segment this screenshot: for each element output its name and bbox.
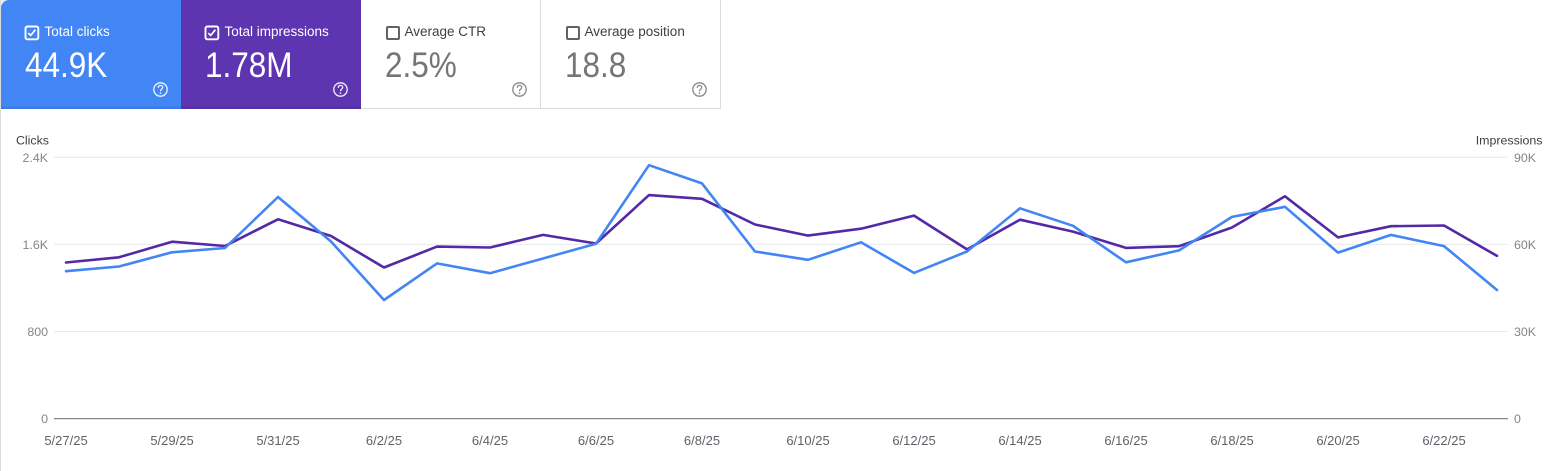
svg-text:6/6/25: 6/6/25	[578, 433, 614, 448]
svg-text:6/20/25: 6/20/25	[1316, 433, 1359, 448]
svg-text:6/10/25: 6/10/25	[786, 433, 829, 448]
svg-text:6/12/25: 6/12/25	[892, 433, 935, 448]
svg-text:6/18/25: 6/18/25	[1210, 433, 1253, 448]
svg-text:6/14/25: 6/14/25	[998, 433, 1041, 448]
svg-text:Clicks: Clicks	[16, 133, 49, 147]
svg-text:0: 0	[41, 412, 48, 426]
svg-text:800: 800	[27, 325, 48, 339]
svg-text:90K: 90K	[1514, 151, 1537, 165]
svg-text:6/8/25: 6/8/25	[684, 433, 720, 448]
svg-text:5/31/25: 5/31/25	[256, 433, 299, 448]
svg-text:6/22/25: 6/22/25	[1422, 433, 1465, 448]
svg-text:2.4K: 2.4K	[23, 151, 49, 165]
svg-text:6/2/25: 6/2/25	[366, 433, 402, 448]
svg-text:30K: 30K	[1514, 325, 1537, 339]
svg-text:6/16/25: 6/16/25	[1104, 433, 1147, 448]
svg-text:0: 0	[1514, 412, 1521, 426]
svg-text:60K: 60K	[1514, 238, 1537, 252]
svg-text:5/29/25: 5/29/25	[150, 433, 193, 448]
svg-text:5/27/25: 5/27/25	[44, 433, 87, 448]
svg-text:6/4/25: 6/4/25	[472, 433, 508, 448]
svg-text:1.6K: 1.6K	[23, 238, 49, 252]
svg-text:Impressions: Impressions	[1476, 133, 1543, 147]
